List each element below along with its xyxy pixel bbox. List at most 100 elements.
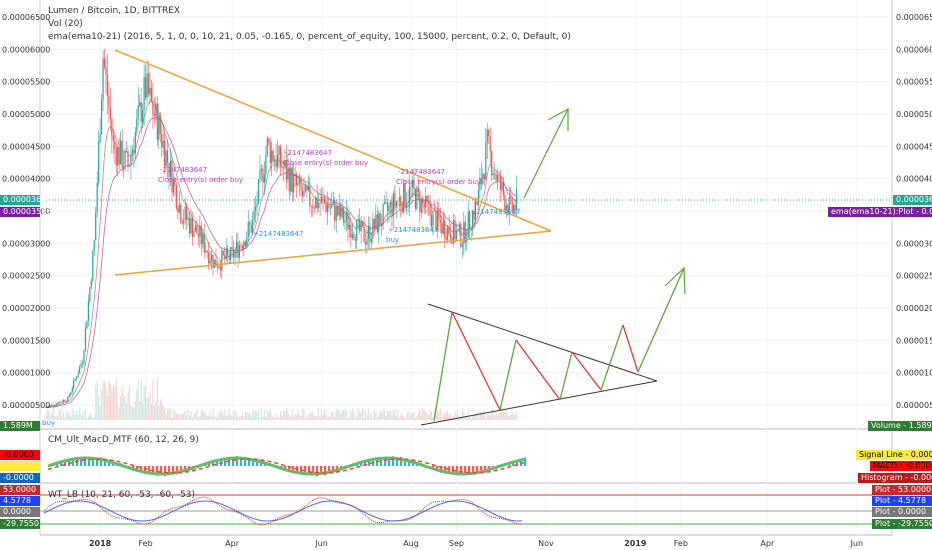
macd-histogram-bar xyxy=(512,461,515,466)
volume-bar xyxy=(56,415,59,420)
macd-histogram-bar xyxy=(456,466,459,474)
volume-bar xyxy=(320,409,323,420)
strategy-value-tag-left: 0.00003576 xyxy=(0,207,51,217)
price-tick-left: 0.00005000 xyxy=(2,110,50,119)
candle-body xyxy=(84,328,87,351)
candle-body xyxy=(385,201,387,203)
candle-body xyxy=(136,118,138,133)
candle-body xyxy=(128,164,131,167)
volume-bar xyxy=(263,409,265,420)
candle-body xyxy=(381,224,383,226)
macd-histogram-bar xyxy=(288,466,291,470)
candle-body xyxy=(45,407,47,409)
volume-bar xyxy=(425,410,427,420)
volume-bar xyxy=(70,416,72,420)
price-tick-right: 0.00005000 xyxy=(896,110,932,119)
candle-body xyxy=(511,197,513,212)
candle-body xyxy=(401,205,403,212)
candle-body xyxy=(469,211,471,229)
volume-bar xyxy=(246,411,248,420)
lower-trendline[interactable] xyxy=(114,230,552,276)
price-tick-right: 0.00001000 xyxy=(896,369,932,378)
candle-body xyxy=(177,208,179,213)
price-tick-left: 0.00001000 xyxy=(2,369,50,378)
candle-body xyxy=(463,221,465,245)
macd-histogram-tag: Histogram - -0.0000 xyxy=(858,473,932,483)
volume-bar xyxy=(140,379,142,420)
volume-bar xyxy=(306,415,308,420)
symbol-title: Lumen / Bitcoin, 1D, BITTREX xyxy=(48,6,181,16)
candle-body xyxy=(224,255,226,259)
candle-body xyxy=(329,207,331,209)
candle-body xyxy=(230,247,232,260)
volume-tag-left: 1.589M xyxy=(0,421,40,431)
candle-body xyxy=(259,170,261,179)
wt-right-2: Plot - 4.5778 xyxy=(872,496,932,506)
volume-bar xyxy=(291,410,293,420)
candle-body xyxy=(184,206,186,220)
upper-trendline[interactable] xyxy=(114,49,552,232)
candle-body xyxy=(316,197,318,209)
candle-body xyxy=(337,205,339,216)
candle-body xyxy=(268,138,270,143)
price-tick-left: 0.00004000 xyxy=(2,175,50,184)
volume-bar xyxy=(83,411,85,420)
macd-histogram-bar xyxy=(460,466,463,476)
candle-body xyxy=(318,202,320,209)
volume-bar xyxy=(227,414,229,420)
volume-bar xyxy=(394,409,396,420)
candle-body xyxy=(423,203,425,208)
time-tick: Feb xyxy=(674,539,688,548)
volume-bar xyxy=(384,409,386,420)
volume-bar xyxy=(328,416,330,420)
macd-histogram-bar xyxy=(248,459,251,466)
volume-bar xyxy=(483,410,485,420)
projection-arrow[interactable] xyxy=(523,108,569,199)
volume-bar xyxy=(202,410,204,420)
candle-body xyxy=(68,394,70,397)
candle-body xyxy=(191,217,194,237)
time-tick: Jun xyxy=(850,539,864,548)
volume-bar xyxy=(136,389,138,420)
volume-bar xyxy=(161,401,163,420)
candle-body xyxy=(200,225,202,245)
candle-body xyxy=(391,201,393,217)
candle-body xyxy=(96,182,98,213)
candle-body xyxy=(464,221,466,243)
last-price-tag-left: 0.00003620 xyxy=(0,195,51,205)
volume-bar xyxy=(139,401,141,420)
candle-body xyxy=(477,190,480,205)
candle-body xyxy=(105,67,107,75)
candle-body xyxy=(303,191,305,197)
volume-bar xyxy=(439,408,441,420)
candle-body xyxy=(153,114,155,116)
macd-histogram-bar xyxy=(300,466,303,474)
volume-bar xyxy=(474,414,477,420)
volume-bar xyxy=(232,409,235,420)
candle-body xyxy=(59,401,62,403)
volume-bar xyxy=(259,417,261,420)
macd-histogram-bar xyxy=(388,457,391,466)
trade-sublabel: Close entry(s) order buy xyxy=(396,178,481,186)
volume-bar xyxy=(304,417,307,420)
volume-bar xyxy=(108,380,110,420)
candlestick-series xyxy=(45,48,518,409)
candle-body xyxy=(54,405,56,407)
volume-bar xyxy=(210,417,213,420)
candle-body xyxy=(306,184,308,191)
volume-bar xyxy=(203,412,205,420)
candle-body xyxy=(51,404,53,406)
volume-bar xyxy=(398,417,400,420)
volume-bar xyxy=(376,417,378,420)
volume-bar xyxy=(78,408,81,420)
volume-bar xyxy=(153,405,155,420)
candle-body xyxy=(476,201,478,205)
macd-histogram-bar xyxy=(380,458,383,466)
volume-bar xyxy=(309,413,311,420)
macd-histogram-bar xyxy=(440,466,443,473)
volume-bar xyxy=(297,410,299,420)
candle-body xyxy=(218,266,220,268)
volume-bar xyxy=(165,414,167,420)
volume-bar xyxy=(166,409,169,420)
